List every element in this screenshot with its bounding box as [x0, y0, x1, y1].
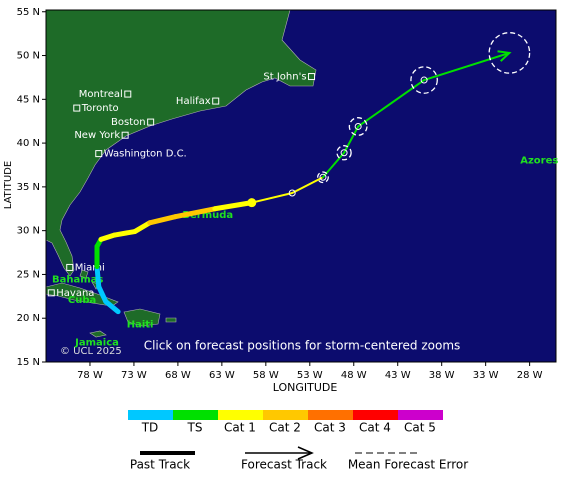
error-circle	[336, 145, 352, 161]
legend-label: Cat 3	[314, 421, 346, 435]
city-label: New York	[74, 130, 120, 141]
x-tick-label: 68 W	[165, 370, 191, 381]
x-tick-label: 38 W	[429, 370, 455, 381]
x-tick-label: 63 W	[209, 370, 235, 381]
city-marker	[73, 104, 81, 112]
past-track	[103, 299, 121, 315]
forecast-track	[291, 176, 324, 195]
legend-swatch	[263, 410, 308, 420]
y-tick-label: 15 N	[17, 357, 40, 368]
past-track	[112, 229, 138, 238]
legend-swatch	[398, 410, 443, 420]
legend-swatch	[218, 410, 263, 420]
city-marker	[66, 263, 74, 271]
x-axis-label: LONGITUDE	[273, 381, 338, 394]
land	[45, 9, 317, 338]
past-track	[96, 284, 109, 305]
past-track	[132, 220, 153, 235]
legend-label: Mean Forecast Error	[348, 458, 468, 472]
legend-label: TS	[187, 421, 203, 435]
past-track	[172, 206, 218, 220]
region-label: Jamaica	[74, 338, 119, 349]
legend-label: Past Track	[130, 458, 190, 472]
city-marker	[47, 289, 55, 297]
legend-label: Cat 4	[359, 421, 391, 435]
city-label: Montreal	[79, 89, 123, 100]
y-tick-label: 30 N	[17, 226, 40, 237]
y-tick-label: 40 N	[17, 138, 40, 149]
past-track	[147, 214, 178, 226]
error-circle	[410, 66, 438, 94]
city-label: Havana	[56, 288, 94, 299]
city-marker	[147, 118, 155, 126]
legend-label: Cat 5	[404, 421, 436, 435]
city-label: Halifax	[176, 96, 211, 107]
legend-swatch	[353, 410, 398, 420]
legend-swatch	[173, 410, 218, 420]
forecast-track	[423, 51, 511, 82]
x-tick-label: 48 W	[341, 370, 367, 381]
y-tick-label: 35 N	[17, 182, 40, 193]
y-axis-label: LATITUDE	[3, 161, 14, 209]
y-tick-label: 55 N	[17, 7, 40, 18]
city-label: Washington D.C.	[104, 149, 187, 160]
forecast-point[interactable]	[288, 189, 296, 197]
x-tick-label: 28 W	[517, 370, 543, 381]
legend-swatch	[128, 410, 173, 420]
x-tick-label: 78 W	[77, 370, 103, 381]
x-tick-label: 53 W	[297, 370, 323, 381]
y-tick-label: 25 N	[17, 269, 40, 280]
x-tick-label: 58 W	[253, 370, 279, 381]
x-tick-label: 33 W	[473, 370, 499, 381]
copyright: © UCL 2025	[60, 346, 122, 357]
region-label: Haiti	[127, 319, 154, 330]
forecast-point[interactable]	[354, 122, 362, 130]
past-track	[94, 264, 102, 290]
forecast-track	[343, 125, 360, 154]
error-circle	[488, 32, 531, 74]
forecast-point[interactable]	[319, 173, 327, 181]
legend-swatch	[308, 410, 353, 420]
city-label: St John's	[263, 72, 306, 83]
forecast-arrow-key	[297, 446, 314, 460]
legend-label: Cat 2	[269, 421, 301, 435]
legend-label: Forecast Track	[241, 458, 327, 472]
region-label: Bermuda	[182, 210, 233, 221]
forecast-point[interactable]	[420, 76, 428, 84]
city-marker	[121, 131, 129, 139]
city-marker	[212, 97, 220, 105]
city-marker	[124, 90, 132, 98]
past-track	[212, 200, 255, 212]
x-tick-label: 43 W	[385, 370, 411, 381]
legend-label: TD	[141, 421, 159, 435]
city-label: Miami	[75, 262, 105, 273]
note[interactable]: Click on forecast positions for storm-ce…	[144, 339, 461, 353]
y-tick-label: 20 N	[17, 313, 40, 324]
city-label: Toronto	[81, 103, 119, 114]
forecast-point[interactable]	[340, 149, 348, 157]
y-tick-label: 45 N	[17, 94, 40, 105]
region-label: Azores	[520, 156, 558, 167]
error-circle	[348, 117, 368, 136]
region-label: Cuba	[68, 295, 96, 306]
forecast-arrowhead	[497, 50, 512, 62]
city-label: Boston	[111, 117, 146, 128]
map-frame	[45, 9, 557, 363]
y-tick-label: 50 N	[17, 51, 40, 62]
x-tick-label: 73 W	[121, 370, 147, 381]
city-marker	[308, 73, 316, 81]
city-marker	[95, 150, 103, 158]
forecast-track	[251, 192, 293, 204]
legend-label: Cat 1	[224, 421, 256, 435]
current-position	[247, 198, 257, 208]
error-circle	[317, 171, 329, 184]
region-label: Bahamas	[52, 275, 103, 286]
